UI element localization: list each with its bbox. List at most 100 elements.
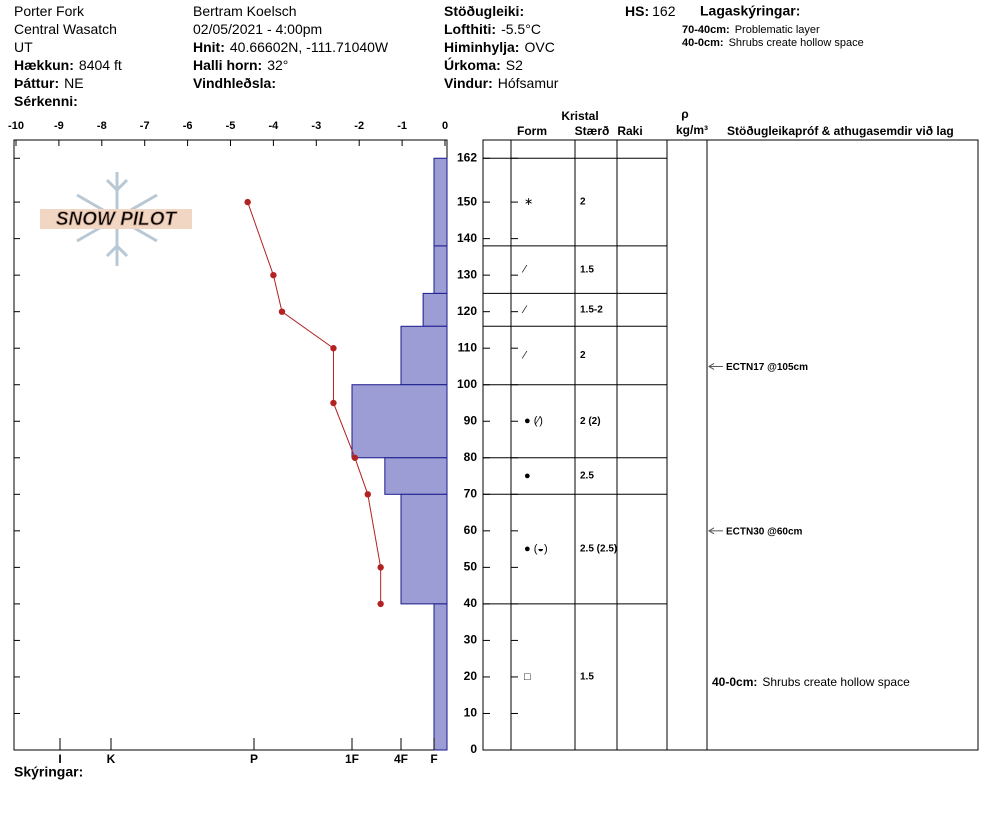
logo-text: SNOW PILOT (56, 209, 178, 230)
layer-size: 2 (2) (580, 416, 601, 427)
layer-form: ⁄ (521, 304, 528, 316)
depth-tick-label: 130 (457, 267, 477, 281)
depth-tick-label: 150 (457, 194, 477, 208)
depth-tick-label: 40 (464, 596, 478, 610)
header-field-value: Hófsamur (498, 75, 559, 91)
header-field-label: Lofthiti: (444, 21, 496, 37)
x-tick-label: -2 (354, 120, 364, 132)
column-header: Form (517, 124, 547, 138)
layer-comment-text: Shrubs create hollow space (762, 675, 910, 689)
temperature-point (377, 564, 384, 571)
depth-tick-label: 30 (464, 633, 478, 647)
x-tick-label: -9 (54, 120, 64, 132)
hs-label: HS: (625, 3, 649, 19)
footer: Skýringar: (14, 764, 83, 780)
hs: HS: 162 (625, 3, 676, 19)
layer-note-value: Problematic layer (735, 24, 820, 36)
x-tick-label: -1 (397, 120, 407, 132)
column-header: Kristal (561, 109, 598, 123)
test-arrowhead (708, 527, 715, 535)
header-field-label: Halli horn: (193, 57, 262, 73)
x-tick-label: -8 (97, 120, 107, 132)
header-field: Halli horn: 32° (193, 57, 288, 73)
table-frame (482, 139, 979, 751)
hardness-tick-label: F (430, 752, 437, 766)
header-field: Porter Fork (14, 3, 85, 19)
layer-note: 40-0cm: Shrubs create hollow space (682, 37, 864, 49)
header-field-value: NE (64, 75, 83, 91)
layer-note-label: 70-40cm: (682, 24, 730, 36)
layer-form: □ (524, 671, 531, 683)
depth-tick-label: 90 (464, 413, 478, 427)
layer-size: 1.5 (580, 264, 594, 275)
hardness-bar (400, 325, 448, 386)
column-header: kg/m³ (676, 123, 708, 137)
header-field-text: Bertram Koelsch (193, 3, 296, 19)
depth-tick-label: 110 (458, 340, 478, 354)
layer-size: 2 (580, 197, 586, 208)
depth-tick-label: 70 (464, 486, 478, 500)
hs-value: 162 (652, 3, 676, 19)
x-tick-label: -3 (311, 120, 321, 132)
depth-tick-label: 10 (464, 706, 478, 720)
layer-notes-title: Lagaskýringar: (700, 3, 800, 19)
temperature-point (270, 271, 277, 279)
x-tick-label: -6 (183, 120, 193, 132)
header-field-label: Stöðugleiki: (444, 3, 524, 19)
hardness-bar (433, 245, 448, 294)
layer-form: ● (⁄) (524, 415, 543, 427)
column-header: Stærð (575, 124, 610, 138)
hardness-bar (351, 384, 448, 459)
layer-size: 2.5 (2.5) (580, 544, 617, 555)
header-field: Þáttur: NE (14, 75, 84, 91)
header-field-label: Hnit: (193, 39, 225, 55)
layer-form: ⁄ (521, 264, 528, 276)
x-tick-label: -7 (140, 120, 150, 132)
layer-comment-label: 40-0cm: (712, 675, 757, 689)
header-field-value: S2 (506, 57, 523, 73)
header-field: Hnit: 40.66602N, -111.71040W (193, 39, 389, 55)
depth-tick-label: 140 (457, 231, 477, 245)
hardness-tick-label: K (107, 752, 116, 766)
layer-note: 70-40cm: Problematic layer (682, 24, 820, 36)
temperature-point (330, 345, 337, 352)
header-field: Himinhylja: OVC (444, 39, 555, 55)
depth-tick-label: 60 (464, 523, 478, 537)
hardness-tick-label: P (250, 752, 258, 766)
header-field: Central Wasatch (14, 21, 117, 37)
header-field: Lofthiti: -5.5°C (444, 21, 541, 37)
test-arrowhead (708, 363, 715, 370)
header-field: Stöðugleiki: (444, 3, 524, 19)
header-field: UT (14, 39, 33, 55)
layer-note-value: Shrubs create hollow space (729, 37, 864, 49)
layer-note-label: 40-0cm: (682, 37, 724, 49)
header-field-value: 32° (267, 57, 288, 73)
temperature-point (364, 491, 371, 498)
header-field-label: Vindur: (444, 75, 493, 91)
hardness-tick-label: 4F (394, 752, 408, 766)
temperature-point (330, 399, 337, 407)
x-tick-label: 0 (442, 120, 448, 132)
layer-comment: 40-0cm: Shrubs create hollow space (712, 675, 910, 689)
header-field-label: Úrkoma: (444, 56, 501, 73)
header-field: Vindur: Hófsamur (444, 75, 559, 91)
layer-size: 1.5-2 (580, 304, 603, 315)
header-field-text: UT (14, 39, 33, 55)
header-field-value: 40.66602N, -111.71040W (230, 39, 389, 55)
header-field-label: Sérkenni: (14, 93, 78, 109)
hardness-bar (422, 292, 448, 327)
test-label: ECTN17 @105cm (726, 362, 808, 373)
header-field: Bertram Koelsch (193, 3, 296, 19)
depth-tick-label: 0 (470, 742, 477, 756)
depth-tick-label: 50 (464, 560, 478, 574)
header-field-label: Vindhleðsla: (193, 75, 276, 91)
logo-band (40, 209, 192, 229)
header-field-value: -5.5°C (501, 21, 541, 37)
hardness-tick-label: 1F (345, 752, 359, 766)
header-field-value: 8404 ft (79, 57, 122, 73)
header-field: Sérkenni: (14, 93, 78, 109)
layer-size: 2.5 (580, 471, 594, 482)
hardness-bar (433, 157, 448, 247)
layer-form: ● (524, 470, 531, 482)
